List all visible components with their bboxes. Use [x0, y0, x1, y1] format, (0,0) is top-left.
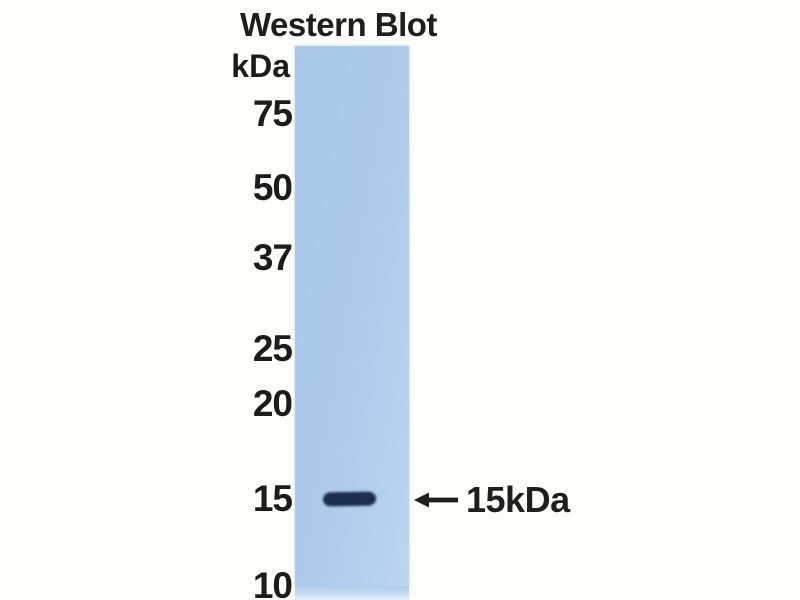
- band-annotation-label: 15kDa: [466, 479, 570, 520]
- ladder-marker-15: 15: [252, 478, 293, 519]
- protein-band: [322, 491, 377, 507]
- ladder-marker-75: 75: [252, 93, 293, 134]
- ladder-marker-20: 20: [252, 383, 293, 424]
- figure-title: Western Blot: [240, 6, 437, 43]
- gel-lane-bottom-fade: [295, 586, 409, 600]
- kda-unit-label: kDa: [231, 48, 290, 84]
- ladder-marker-25: 25: [252, 328, 293, 369]
- band-annotation: 15kDa: [414, 481, 570, 519]
- ladder-marker-50: 50: [252, 167, 293, 208]
- left-arrow-icon: [414, 492, 458, 508]
- ladder-marker-37: 37: [252, 237, 293, 278]
- ladder-marker-10: 10: [252, 565, 293, 600]
- gel-lane: [295, 46, 409, 588]
